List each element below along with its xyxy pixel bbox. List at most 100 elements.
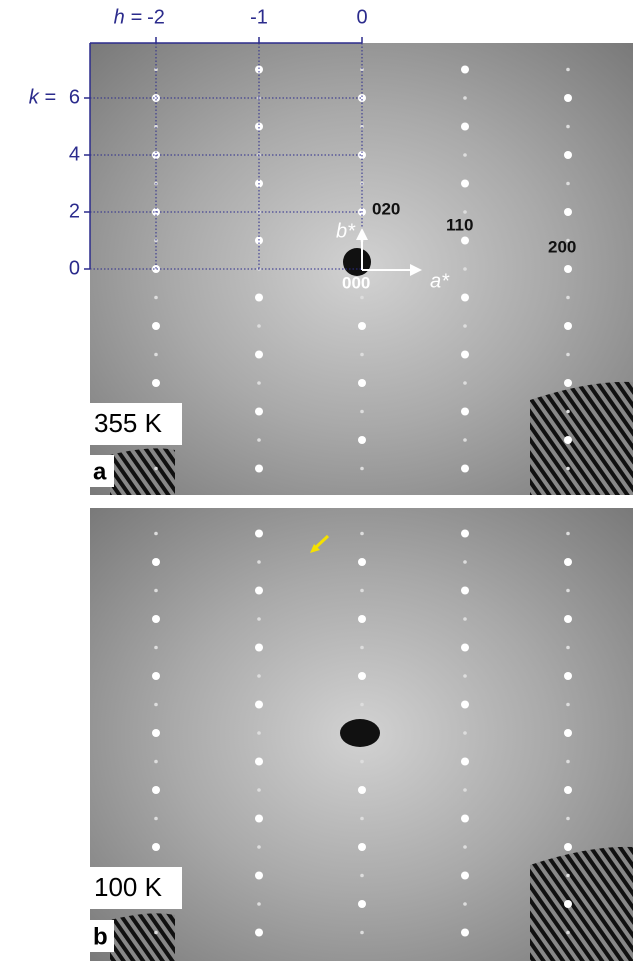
spot: [461, 872, 469, 880]
detector-edge: [110, 448, 175, 495]
spot: [255, 530, 263, 538]
spot: [152, 322, 160, 330]
spot: [564, 94, 572, 102]
temperature: 100 K: [94, 872, 163, 902]
k-tick-label: 4: [69, 143, 80, 165]
spot: [564, 672, 572, 680]
figure: -2-100246h =k = 020 110 200 000 b* a* 35…: [0, 0, 633, 961]
detector-edge: [530, 382, 633, 495]
spot: [461, 530, 469, 538]
h-tick-label: -2: [147, 6, 165, 28]
spot: [360, 410, 364, 414]
k-tick-label: 6: [69, 86, 80, 108]
spot: [461, 408, 469, 416]
spot: [461, 644, 469, 652]
temperature: 355 K: [94, 408, 163, 438]
spot: [152, 558, 160, 566]
spot: [564, 843, 572, 851]
spot: [566, 296, 570, 300]
spot: [255, 758, 263, 766]
spot: [463, 324, 467, 328]
spot: [255, 587, 263, 595]
spot: [360, 296, 364, 300]
spot: [255, 294, 263, 302]
spot: [463, 438, 467, 442]
spot: [564, 265, 572, 273]
spot: [564, 729, 572, 737]
spot: [257, 902, 261, 906]
spot-label: 000: [342, 273, 370, 292]
spot-label: 200: [548, 237, 576, 256]
spot: [564, 208, 572, 216]
spot: [461, 465, 469, 473]
spot: [461, 587, 469, 595]
spot: [463, 381, 467, 385]
spot: [358, 436, 366, 444]
spot: [358, 558, 366, 566]
spot: [257, 324, 261, 328]
k-tick-label: 2: [69, 200, 80, 222]
spot: [566, 532, 570, 536]
spot: [463, 617, 467, 621]
panel-letter: b: [93, 923, 108, 950]
spot: [358, 900, 366, 908]
spot: [564, 900, 572, 908]
spot: [463, 902, 467, 906]
spot: [463, 96, 467, 100]
spot: [360, 467, 364, 471]
spot: [463, 845, 467, 849]
spot: [360, 353, 364, 357]
spot: [358, 843, 366, 851]
spot: [257, 560, 261, 564]
spot: [152, 379, 160, 387]
vector-label: a*: [430, 270, 450, 292]
spot: [255, 408, 263, 416]
spot: [461, 351, 469, 359]
spot: [564, 151, 572, 159]
spot: [566, 874, 570, 878]
spot: [463, 788, 467, 792]
spot: [154, 467, 158, 471]
spot: [564, 558, 572, 566]
spot: [564, 786, 572, 794]
spot: [255, 351, 263, 359]
spot: [154, 931, 158, 935]
spot: [461, 66, 469, 74]
spot: [463, 674, 467, 678]
spot: [154, 760, 158, 764]
spot: [566, 817, 570, 821]
spot: [154, 703, 158, 707]
spot: [360, 760, 364, 764]
k-tick-label: 0: [69, 257, 80, 279]
spot: [257, 845, 261, 849]
spot: [257, 731, 261, 735]
spot: [564, 615, 572, 623]
spot: [257, 438, 261, 442]
spot: [461, 701, 469, 709]
spot: [461, 237, 469, 245]
spot: [358, 379, 366, 387]
spot: [255, 872, 263, 880]
spot: [257, 674, 261, 678]
beam-stop: [340, 719, 380, 747]
spot: [360, 589, 364, 593]
spot: [257, 617, 261, 621]
spot: [461, 929, 469, 937]
spot: [564, 379, 572, 387]
spot: [463, 731, 467, 735]
spot: [152, 786, 160, 794]
spot: [358, 786, 366, 794]
spot: [463, 560, 467, 564]
spot: [566, 467, 570, 471]
spot: [564, 436, 572, 444]
spot: [257, 788, 261, 792]
spot: [255, 929, 263, 937]
spot: [566, 931, 570, 935]
spot: [152, 843, 160, 851]
spot: [463, 210, 467, 214]
spot: [463, 153, 467, 157]
spot: [154, 646, 158, 650]
spot: [360, 703, 364, 707]
spot: [360, 817, 364, 821]
spot: [461, 123, 469, 131]
